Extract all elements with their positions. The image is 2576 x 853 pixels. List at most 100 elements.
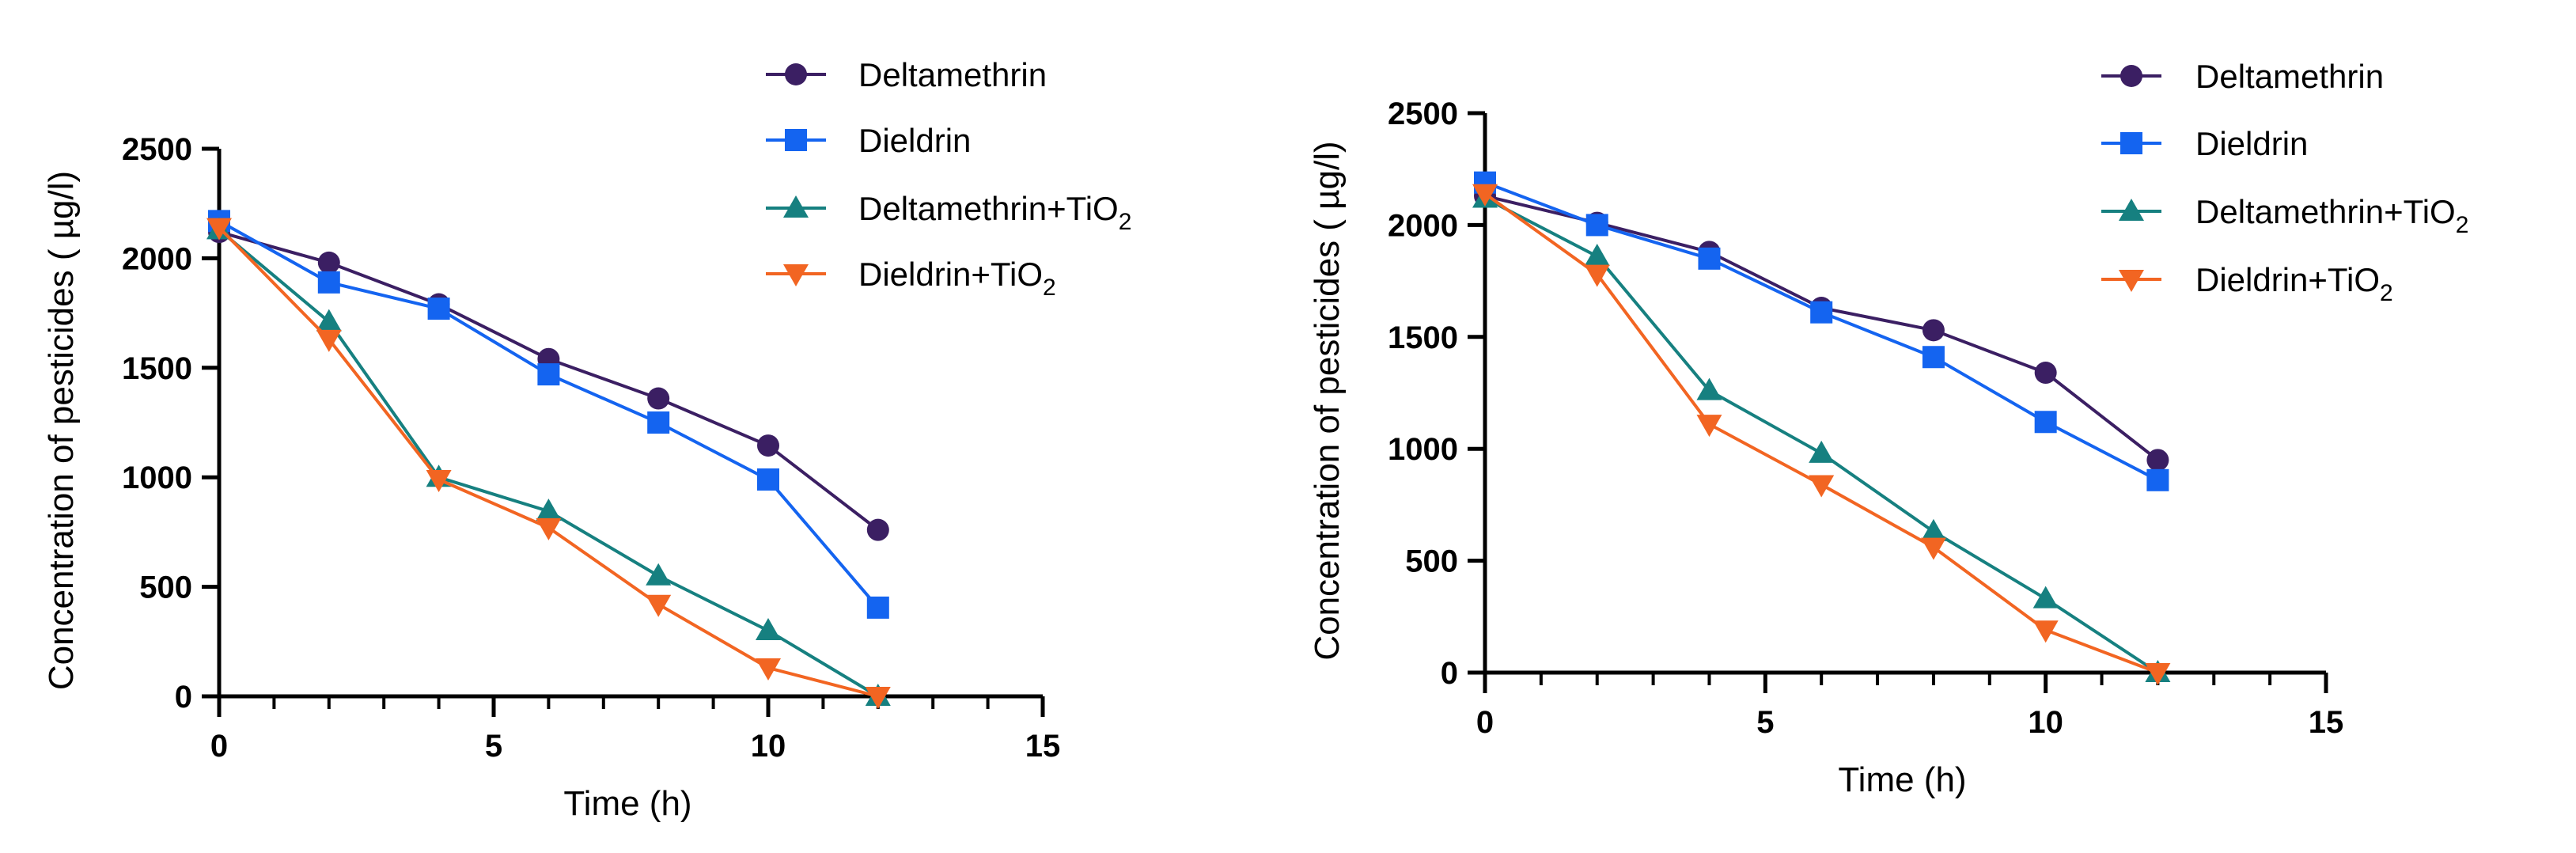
legend: Deltamethrin Dieldrin Deltamethrin+TiO2 Die… [766, 56, 1131, 301]
data-point [1585, 214, 1608, 237]
series-deltamethrin [1474, 184, 2169, 472]
series-dieldrin-tio2 [1472, 184, 2171, 685]
legend-label: Deltamethrin+TiO2 [2195, 193, 2468, 238]
data-point [2146, 449, 2169, 472]
axes: 0 5 10 15 0 500 1000 1500 2000 2500 [122, 132, 1060, 764]
data-point [865, 687, 891, 709]
legend-marker [2120, 65, 2142, 87]
data-point [2145, 663, 2171, 685]
y-tick-label: 2500 [122, 132, 192, 167]
legend-marker [783, 195, 809, 218]
series-line [1484, 196, 2159, 674]
legend-label: Dieldrin+TiO2 [2195, 261, 2393, 306]
data-point [647, 387, 670, 410]
legend-marker [2119, 270, 2144, 292]
series-dieldrin-tio2 [206, 218, 891, 709]
y-axis-label: Concentration of pesticides ( µg/l) [1308, 141, 1347, 660]
series-line [218, 226, 879, 698]
data-point [756, 658, 781, 681]
data-point [1920, 518, 1946, 541]
data-point [647, 411, 670, 434]
data-point [2032, 620, 2059, 643]
legend-item: Deltamethrin+TiO2 [766, 190, 1131, 235]
legend-label: Deltamethrin [858, 56, 1047, 93]
data-point [426, 469, 452, 492]
legend-item: Deltamethrin [766, 56, 1047, 93]
x-tick-label: 15 [2309, 705, 2344, 740]
data-point [206, 218, 232, 241]
data-point [2034, 411, 2057, 434]
data-point [1696, 377, 1722, 400]
x-tick-label: 10 [2028, 705, 2063, 740]
data-point [866, 518, 889, 541]
y-tick-label: 0 [175, 680, 192, 715]
data-point [1584, 243, 1610, 266]
y-tick-label: 2000 [122, 241, 192, 276]
x-tick-label: 0 [1476, 705, 1494, 740]
series-line [218, 228, 879, 698]
legend-item: Dieldrin+TiO2 [2101, 261, 2393, 306]
data-point [537, 363, 560, 386]
legend-item: Dieldrin+TiO2 [766, 256, 1056, 301]
series-line [1484, 194, 2159, 461]
legend-item: Deltamethrin+TiO2 [2101, 193, 2468, 238]
y-tick-label: 1500 [122, 351, 192, 386]
data-point [1922, 346, 1945, 369]
y-tick-label: 1500 [1388, 320, 1458, 355]
y-tick-label: 1000 [1388, 432, 1458, 467]
x-axis-label: Time (h) [1838, 760, 1966, 799]
series-dieldrin [208, 210, 889, 619]
y-tick-label: 0 [1441, 656, 1458, 691]
data-point [1922, 319, 1945, 342]
x-tick-label: 10 [751, 729, 786, 764]
data-point [316, 329, 342, 352]
legend-label: Deltamethrin [2195, 58, 2384, 95]
x-tick-label: 0 [210, 729, 228, 764]
series-deltamethrin-tio2 [206, 217, 891, 706]
data-point [757, 468, 779, 491]
data-point [536, 499, 562, 521]
chart-1: 0 5 10 15 0 500 1000 1500 2000 2500 Time (h) Concen… [42, 56, 1131, 823]
data-point [1920, 537, 1946, 560]
x-axis-label: Time (h) [563, 784, 691, 823]
y-tick-label: 2500 [1388, 97, 1458, 131]
x-tick-label: 5 [1756, 705, 1774, 740]
legend-label: Dieldrin [858, 122, 971, 159]
data-point [1698, 247, 1721, 270]
data-point [646, 563, 672, 586]
y-tick-label: 500 [1405, 544, 1458, 579]
y-tick-label: 500 [139, 571, 192, 605]
chart-2: 0 5 10 15 0 500 1000 1500 2000 2500 Time (h) Concen… [1308, 58, 2468, 799]
data-point [646, 594, 672, 617]
legend: Deltamethrin Dieldrin Deltamethrin+TiO2 Die… [2101, 58, 2468, 306]
legend-label: Dieldrin [2195, 125, 2308, 162]
data-point [1584, 264, 1610, 287]
data-point [757, 434, 779, 457]
data-point [2034, 362, 2057, 385]
data-point [317, 271, 340, 294]
legend-label: Deltamethrin+TiO2 [858, 190, 1131, 235]
data-point [2146, 468, 2169, 491]
data-point [1809, 475, 1835, 498]
legend-item: Dieldrin [766, 122, 971, 159]
data-point [1472, 184, 1498, 207]
data-point [317, 251, 340, 274]
legend-item: Deltamethrin [2101, 58, 2384, 95]
data-point [1809, 440, 1835, 463]
legend-label: Dieldrin+TiO2 [858, 256, 1056, 301]
legend-marker [783, 264, 809, 286]
data-point [756, 617, 781, 640]
data-point [536, 517, 562, 540]
data-point [1696, 415, 1722, 438]
x-tick-label: 5 [485, 729, 502, 764]
series-dieldrin [1474, 171, 2169, 491]
y-tick-label: 2000 [1388, 208, 1458, 243]
legend-marker [2120, 132, 2142, 154]
y-axis-label: Concentration of pesticides ( µg/l) [42, 171, 81, 690]
data-point [2032, 586, 2059, 608]
legend-marker [785, 63, 807, 85]
legend-marker [785, 129, 807, 151]
series-line [1484, 180, 2159, 482]
legend-marker [2119, 199, 2144, 221]
